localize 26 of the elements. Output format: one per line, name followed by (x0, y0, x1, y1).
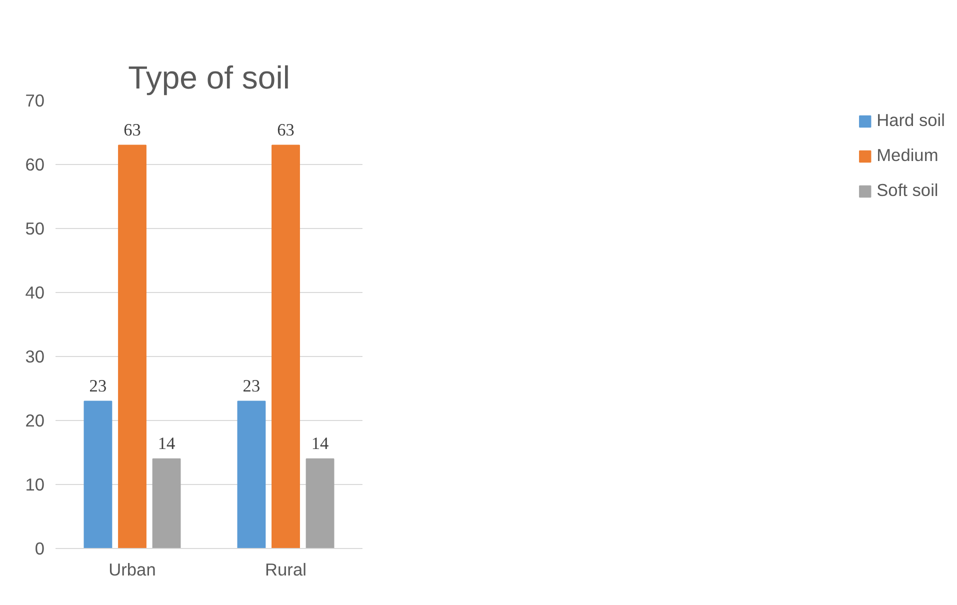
bar (237, 400, 266, 548)
y-tick-label: 0 (34, 538, 45, 558)
y-tick-label: 60 (25, 154, 45, 174)
data-label: 14 (311, 434, 330, 453)
bar (84, 400, 112, 548)
legend-label: Medium (876, 145, 938, 166)
bar (118, 144, 146, 548)
bar (152, 458, 181, 548)
chart-title: Type of soil (128, 60, 290, 96)
data-label: 63 (277, 120, 294, 140)
x-tick-label: Rural (265, 560, 306, 580)
legend-label: Hard soil (876, 110, 945, 131)
bar (272, 144, 300, 548)
y-tick-label: 40 (25, 282, 45, 302)
data-label: 23 (89, 376, 107, 396)
data-label: 23 (242, 376, 260, 396)
y-tick-label: 30 (25, 346, 45, 366)
y-tick-label: 20 (25, 410, 45, 430)
y-tick-label: 10 (25, 474, 45, 494)
x-tick-label: Urban (108, 560, 156, 580)
y-tick-label: 70 (25, 90, 45, 110)
legend-label: Soft soil (876, 180, 938, 201)
data-label: 63 (124, 120, 141, 140)
y-tick-label: 50 (25, 218, 45, 238)
data-label: 14 (158, 434, 176, 453)
bar (306, 458, 334, 548)
